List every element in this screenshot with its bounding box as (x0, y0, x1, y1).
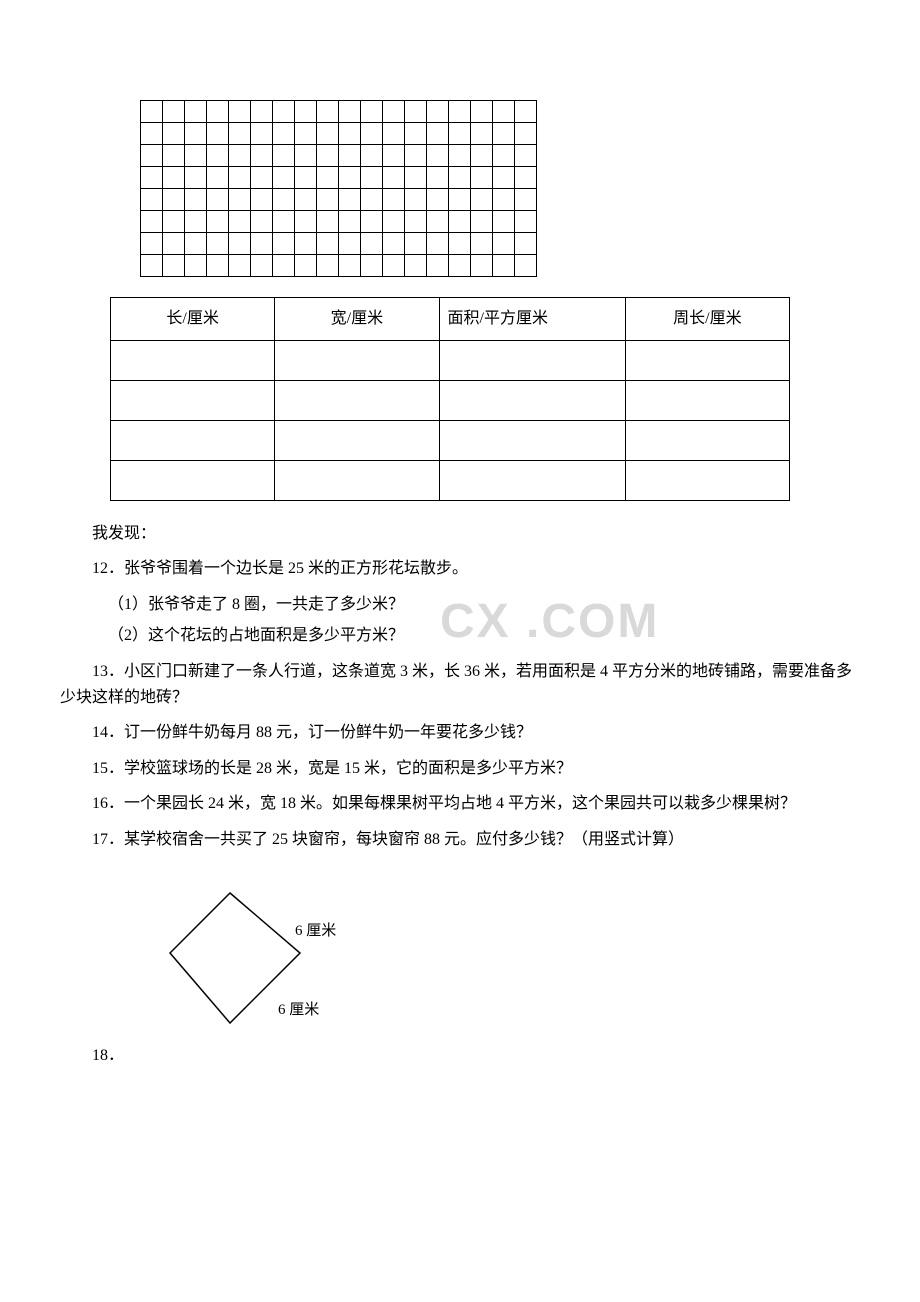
q12-main: 12．张爷爷围着一个边长是 25 米的正方形花坛散步。 (60, 556, 860, 582)
diamond-label-2: 6 厘米 (278, 998, 319, 1022)
data-table: 长/厘米 宽/厘米 面积/平方厘米 周长/厘米 (110, 297, 790, 501)
diamond-figure: 6 厘米 6 厘米 (160, 883, 360, 1043)
table-header-row: 长/厘米 宽/厘米 面积/平方厘米 周长/厘米 (111, 298, 790, 341)
q16: 16．一个果园长 24 米，宽 18 米。如果每棵果树平均占地 4 平方米，这个… (60, 791, 860, 817)
q15: 15．学校篮球场的长是 28 米，宽是 15 米，它的面积是多少平方米？ (60, 756, 860, 782)
table-row (111, 460, 790, 500)
diamond-label-1: 6 厘米 (295, 919, 336, 943)
diamond-svg (160, 883, 360, 1033)
header-perimeter: 周长/厘米 (625, 298, 789, 341)
q12-sub1: （1）张爷爷走了 8 圈，一共走了多少米？ (60, 592, 860, 618)
table-row (111, 380, 790, 420)
q12-sub2: （2）这个花坛的占地面积是多少平方米？ (60, 623, 860, 649)
header-width: 宽/厘米 (275, 298, 439, 341)
table-row (111, 340, 790, 380)
header-length: 长/厘米 (111, 298, 275, 341)
q18-number: 18． (60, 1043, 360, 1069)
q14: 14．订一份鲜牛奶每月 88 元，订一份鲜牛奶一年要花多少钱？ (60, 720, 860, 746)
grid-table (140, 100, 537, 277)
q17: 17．某学校宿舍一共买了 25 块窗帘，每块窗帘 88 元。应付多少钱？（用竖式… (60, 827, 860, 853)
q13: 13．小区门口新建了一条人行道，这条道宽 3 米，长 36 米，若用面积是 4 … (60, 659, 860, 710)
table-row (111, 420, 790, 460)
grid-drawing-area (140, 100, 860, 277)
discover-text: 我发现： (60, 521, 860, 547)
header-area: 面积/平方厘米 (439, 298, 625, 341)
